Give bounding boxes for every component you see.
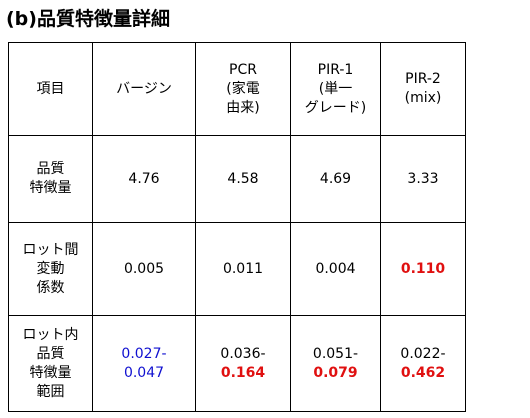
cell: 0.051- 0.079 xyxy=(290,315,381,412)
cell: 4.58 xyxy=(195,135,291,223)
row: ロット内品質特徴量範囲 0.027- 0.047 0.036- 0.164 0.05… xyxy=(8,315,466,412)
text: PIR-2 xyxy=(405,71,441,87)
cell: 0.110 xyxy=(380,222,466,316)
cell: PCR (家電由来) xyxy=(195,42,291,136)
cell: PIR-1 (単一グレード) xyxy=(290,42,381,136)
cell: 0.036- 0.164 xyxy=(195,315,291,412)
cell: 0.005 xyxy=(92,222,196,316)
cell: 項目 xyxy=(8,42,93,136)
cell: 4.76 xyxy=(92,135,196,223)
text: 0.110 xyxy=(400,260,446,277)
cell: ロット内品質特徴量範囲 xyxy=(8,315,93,412)
row: ロット間変動係数 0.005 0.011 0.004 0.110 xyxy=(8,222,466,316)
cell: 0.011 xyxy=(195,222,291,316)
text: 係数 xyxy=(36,279,65,296)
text: 特徴量 xyxy=(29,364,72,381)
text: 0.004 xyxy=(315,260,356,277)
text: 3.33 xyxy=(407,170,439,187)
text: 0.047 xyxy=(123,364,165,381)
cell: 3.33 xyxy=(380,135,466,223)
text: 変動 xyxy=(36,260,65,277)
title: (b)品質特徴量詳細 xyxy=(6,8,170,30)
text: (mix) xyxy=(404,90,442,106)
text: ロット間 xyxy=(22,241,79,258)
text: 由来) xyxy=(226,99,260,116)
cell: バージン xyxy=(92,42,196,136)
text: 品質 xyxy=(36,161,65,177)
cell: 品質 特徴量 xyxy=(8,135,93,223)
text: 0.011 xyxy=(222,260,264,277)
cell: 0.022- 0.462 xyxy=(380,315,466,412)
text: (単一 xyxy=(318,80,353,97)
text: 項目 xyxy=(36,80,65,97)
text: 特徴量 xyxy=(29,180,72,196)
text: ロット内 xyxy=(22,326,79,343)
table: 項目 バージン PCR (家電由来) PIR-1 (単一グレード) PIR-2 (mi… xyxy=(8,42,466,412)
text: PCR xyxy=(229,61,257,78)
text: 品質 xyxy=(36,345,65,362)
text: 0.022- xyxy=(400,345,446,362)
text: 0.079 xyxy=(313,364,358,381)
cell: 4.69 xyxy=(290,135,381,223)
text: 0.027- xyxy=(121,345,167,362)
text: 4.76 xyxy=(128,170,160,187)
text: 範囲 xyxy=(36,383,65,400)
text: 4.58 xyxy=(227,170,259,187)
header-row: 項目 バージン PCR (家電由来) PIR-1 (単一グレード) PIR-2 (mi… xyxy=(8,42,466,136)
cell: 0.027- 0.047 xyxy=(92,315,196,412)
text: 0.164 xyxy=(220,364,266,381)
cell: ロット間 変動 係数 xyxy=(8,222,93,316)
text: バージン xyxy=(116,80,172,97)
row: 品質特徴量 4.76 4.58 4.69 3.33 xyxy=(8,135,466,223)
text: グレード) xyxy=(304,99,367,116)
text: 0.036- xyxy=(220,345,266,362)
cell: 0.004 xyxy=(290,222,381,316)
text: 4.69 xyxy=(319,170,352,187)
text: 0.051- xyxy=(312,345,359,362)
text: (家電 xyxy=(226,80,260,97)
text: 0.462 xyxy=(400,364,446,381)
cell: PIR-2 (mix) xyxy=(380,42,466,136)
text: 0.005 xyxy=(123,260,165,277)
text: PIR-1 xyxy=(317,61,354,78)
